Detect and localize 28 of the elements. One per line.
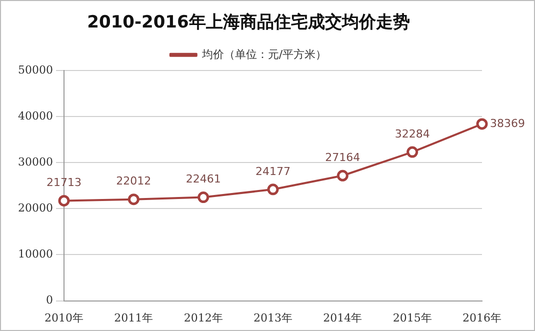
x-tick-label: 2015年 — [392, 311, 432, 324]
x-tick-label: 2012年 — [184, 311, 223, 324]
data-label: 38369 — [490, 116, 525, 130]
point — [58, 194, 70, 206]
data-label: 27164 — [325, 150, 360, 164]
legend-label: 均价（单位：元/平方米） — [200, 48, 327, 61]
y-tick-label: 0 — [46, 294, 53, 307]
data-label: 22461 — [186, 172, 221, 186]
data-label: 32284 — [394, 127, 430, 140]
x-tick-label: 2010年 — [44, 311, 84, 324]
data-label: 22012 — [116, 174, 152, 188]
point — [406, 146, 418, 158]
point — [267, 184, 279, 196]
y-tick-label: 10000 — [18, 248, 53, 261]
y-tick-label: 40000 — [18, 109, 53, 122]
x-tick-label: 2016年 — [462, 311, 502, 324]
point — [336, 170, 348, 182]
x-tick-label: 2011年 — [114, 311, 154, 324]
y-tick-label: 20000 — [18, 202, 53, 214]
data-label: 24177 — [255, 164, 290, 178]
point — [476, 118, 488, 130]
x-tick-label: 2014年 — [323, 311, 362, 324]
chart-title: 2010-2016年上海商品住宅成交均价走势 — [87, 12, 410, 33]
x-tick-label: 2013年 — [253, 311, 292, 324]
point — [198, 192, 210, 204]
point — [128, 194, 140, 206]
y-tick-label: 50000 — [18, 63, 53, 76]
y-tick-label: 30000 — [18, 155, 53, 168]
